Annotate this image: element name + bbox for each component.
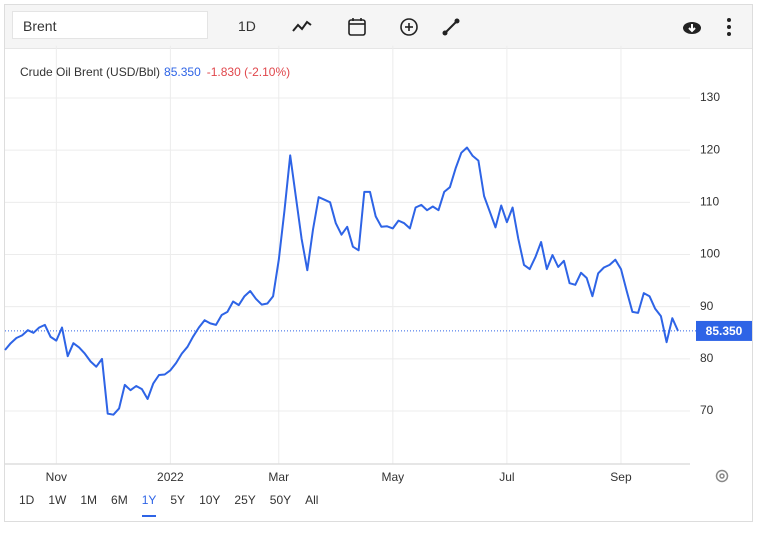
y-tick-label: 70: [700, 403, 714, 417]
last-price-label: 85.350: [706, 324, 743, 338]
last-price-badge: [696, 320, 752, 341]
range-button[interactable]: 1W: [48, 493, 67, 507]
chart-title: Crude Oil Brent (USD/Bbl): [20, 65, 160, 79]
download-icon[interactable]: [680, 15, 704, 39]
y-tick-label: 90: [700, 299, 714, 313]
y-tick-label: 120: [700, 142, 720, 156]
range-button[interactable]: 1D: [19, 493, 35, 507]
x-tick-label: Nov: [46, 470, 67, 484]
y-tick-label: 100: [700, 247, 720, 261]
range-button[interactable]: 10Y: [199, 493, 221, 507]
y-tick-label: 130: [700, 90, 720, 104]
interval-button[interactable]: 1D: [238, 18, 256, 34]
range-button[interactable]: 50Y: [269, 493, 292, 507]
calendar-icon[interactable]: [345, 15, 369, 39]
range-button[interactable]: 6M: [111, 493, 128, 507]
range-selector: 1D 1W 1M 6M 1Y 5Y 10Y 25Y 50Y All: [19, 493, 332, 517]
x-tick-label: Mar: [268, 470, 289, 484]
x-tick-label: May: [381, 470, 404, 484]
widget: Brent 1D 1D 1W 1M 6M 1Y 5Y 10Y 25Y 50Y All: [4, 4, 753, 522]
range-button[interactable]: 5Y: [170, 493, 186, 507]
settings-icon[interactable]: [715, 469, 729, 483]
range-button[interactable]: 1M: [80, 493, 98, 507]
range-button[interactable]: All: [305, 493, 319, 507]
grid: [5, 45, 690, 464]
x-tick-label: Sep: [610, 470, 632, 484]
range-button[interactable]: 1Y: [141, 493, 157, 517]
draw-icon[interactable]: [439, 15, 463, 39]
add-icon[interactable]: [397, 15, 421, 39]
toolbar: Brent 1D: [5, 5, 752, 49]
menu-icon[interactable]: [717, 15, 741, 39]
y-tick-label: 110: [700, 194, 719, 208]
chart-type-icon[interactable]: [290, 15, 314, 39]
search-input[interactable]: Brent: [12, 11, 208, 39]
chart-header: Crude Oil Brent (USD/Bbl) 85.350 -1.830 (-…: [20, 65, 290, 79]
x-tick-label: Jul: [499, 470, 514, 484]
change: -1.830 (-2.10%): [207, 65, 290, 79]
price: 85.350: [164, 65, 201, 79]
x-tick-label: 2022: [157, 470, 184, 484]
y-tick-label: 80: [700, 351, 714, 365]
range-button[interactable]: 25Y: [234, 493, 256, 507]
price-line: [4, 146, 679, 416]
